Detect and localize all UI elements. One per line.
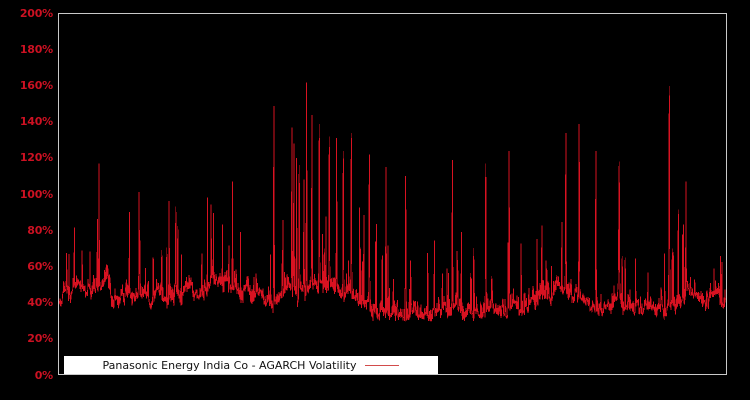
y-tick-label: 180%	[19, 42, 53, 56]
y-tick-label: 100%	[19, 187, 53, 201]
y-tick-label: 200%	[19, 6, 53, 20]
volatility-series	[59, 82, 726, 322]
y-tick-label: 120%	[19, 151, 53, 165]
y-tick-label: 20%	[27, 332, 53, 346]
plot-area	[58, 13, 727, 375]
series-line	[59, 82, 726, 322]
chart-legend: Panasonic Energy India Co - AGARCH Volat…	[64, 356, 438, 374]
y-tick-label: 140%	[19, 115, 53, 129]
legend-label: Panasonic Energy India Co - AGARCH Volat…	[102, 358, 357, 372]
y-tick-label: 60%	[27, 259, 53, 273]
y-tick-label: 160%	[19, 78, 53, 92]
y-axis: 0% 20% 40% 60% 80% 100% 120% 140% 160% 180% 200%	[0, 0, 56, 400]
y-tick-label: 0%	[34, 368, 53, 382]
y-tick-label: 40%	[27, 296, 53, 310]
y-tick-label: 80%	[27, 223, 53, 237]
legend-line-sample-icon	[365, 364, 400, 366]
